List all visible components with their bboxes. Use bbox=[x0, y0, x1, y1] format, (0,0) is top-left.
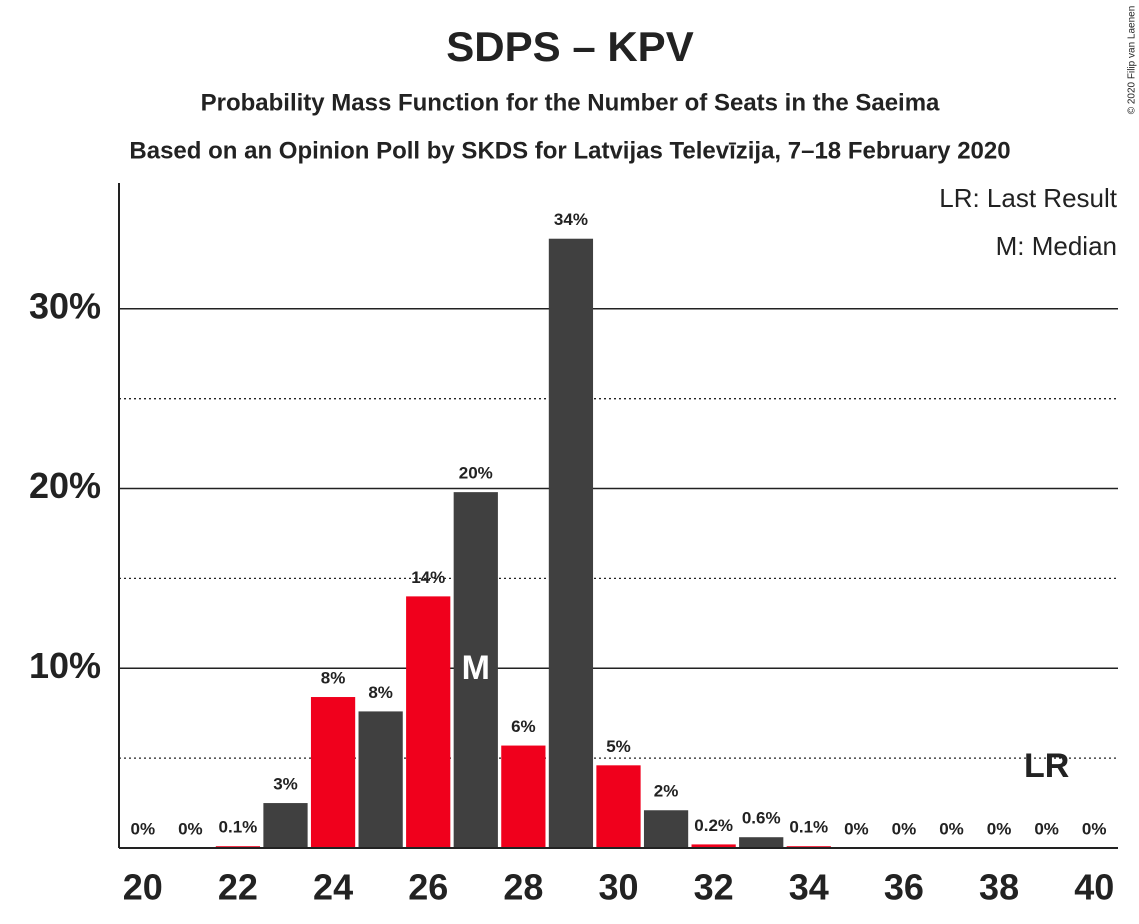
bar bbox=[406, 596, 451, 848]
value-label: 8% bbox=[321, 669, 346, 688]
bar bbox=[691, 844, 736, 848]
x-tick-label: 38 bbox=[979, 867, 1019, 908]
bar bbox=[310, 697, 356, 848]
value-label: 20% bbox=[459, 464, 493, 483]
value-label: 5% bbox=[606, 737, 631, 756]
x-tick-label: 32 bbox=[694, 867, 734, 908]
last-result-marker: LR bbox=[1024, 747, 1069, 785]
median-marker: M bbox=[462, 649, 490, 687]
value-label: 6% bbox=[511, 717, 536, 736]
value-label: 0% bbox=[130, 819, 155, 838]
bar bbox=[739, 837, 784, 848]
x-tick-label: 26 bbox=[408, 867, 448, 908]
y-tick-label: 20% bbox=[29, 465, 101, 506]
bar bbox=[263, 803, 308, 848]
value-label: 14% bbox=[411, 568, 445, 587]
value-label: 3% bbox=[273, 775, 298, 794]
bar bbox=[358, 711, 403, 848]
bar bbox=[548, 238, 594, 849]
x-tick-label: 30 bbox=[598, 867, 638, 908]
x-tick-label: 28 bbox=[503, 867, 543, 908]
x-tick-label: 40 bbox=[1074, 867, 1114, 908]
chart-title: SDPS – KPV bbox=[446, 23, 693, 70]
value-label: 0.1% bbox=[219, 818, 258, 837]
value-label: 0% bbox=[178, 819, 203, 838]
value-label: 0% bbox=[939, 819, 964, 838]
x-tick-label: 34 bbox=[789, 867, 829, 908]
legend-entry: LR: Last Result bbox=[939, 183, 1118, 213]
x-tick-label: 22 bbox=[218, 867, 258, 908]
x-tick-label: 20 bbox=[123, 867, 163, 908]
chart-subtitle: Based on an Opinion Poll by SKDS for Lat… bbox=[129, 137, 1010, 164]
y-tick-label: 30% bbox=[29, 285, 101, 326]
bar bbox=[596, 765, 641, 848]
bar bbox=[453, 492, 498, 848]
credit: © 2020 Filip van Laenen bbox=[1127, 6, 1138, 115]
value-label: 0% bbox=[1034, 819, 1059, 838]
value-label: 2% bbox=[654, 782, 679, 801]
value-label: 0.6% bbox=[742, 809, 781, 828]
value-label: 8% bbox=[368, 683, 393, 702]
value-label: 0% bbox=[1082, 819, 1107, 838]
chart-subtitle: Probability Mass Function for the Number… bbox=[201, 89, 940, 116]
bar bbox=[501, 745, 546, 848]
x-tick-label: 24 bbox=[313, 867, 353, 908]
value-label: 0% bbox=[844, 819, 869, 838]
legend-entry: M: Median bbox=[996, 231, 1117, 261]
value-label: 0.1% bbox=[789, 818, 828, 837]
y-tick-label: 10% bbox=[29, 645, 101, 686]
value-label: 34% bbox=[554, 210, 588, 229]
value-label: 0% bbox=[987, 819, 1012, 838]
value-label: 0% bbox=[892, 819, 917, 838]
bar bbox=[643, 810, 689, 848]
x-tick-label: 36 bbox=[884, 867, 924, 908]
value-label: 0.2% bbox=[694, 816, 733, 835]
